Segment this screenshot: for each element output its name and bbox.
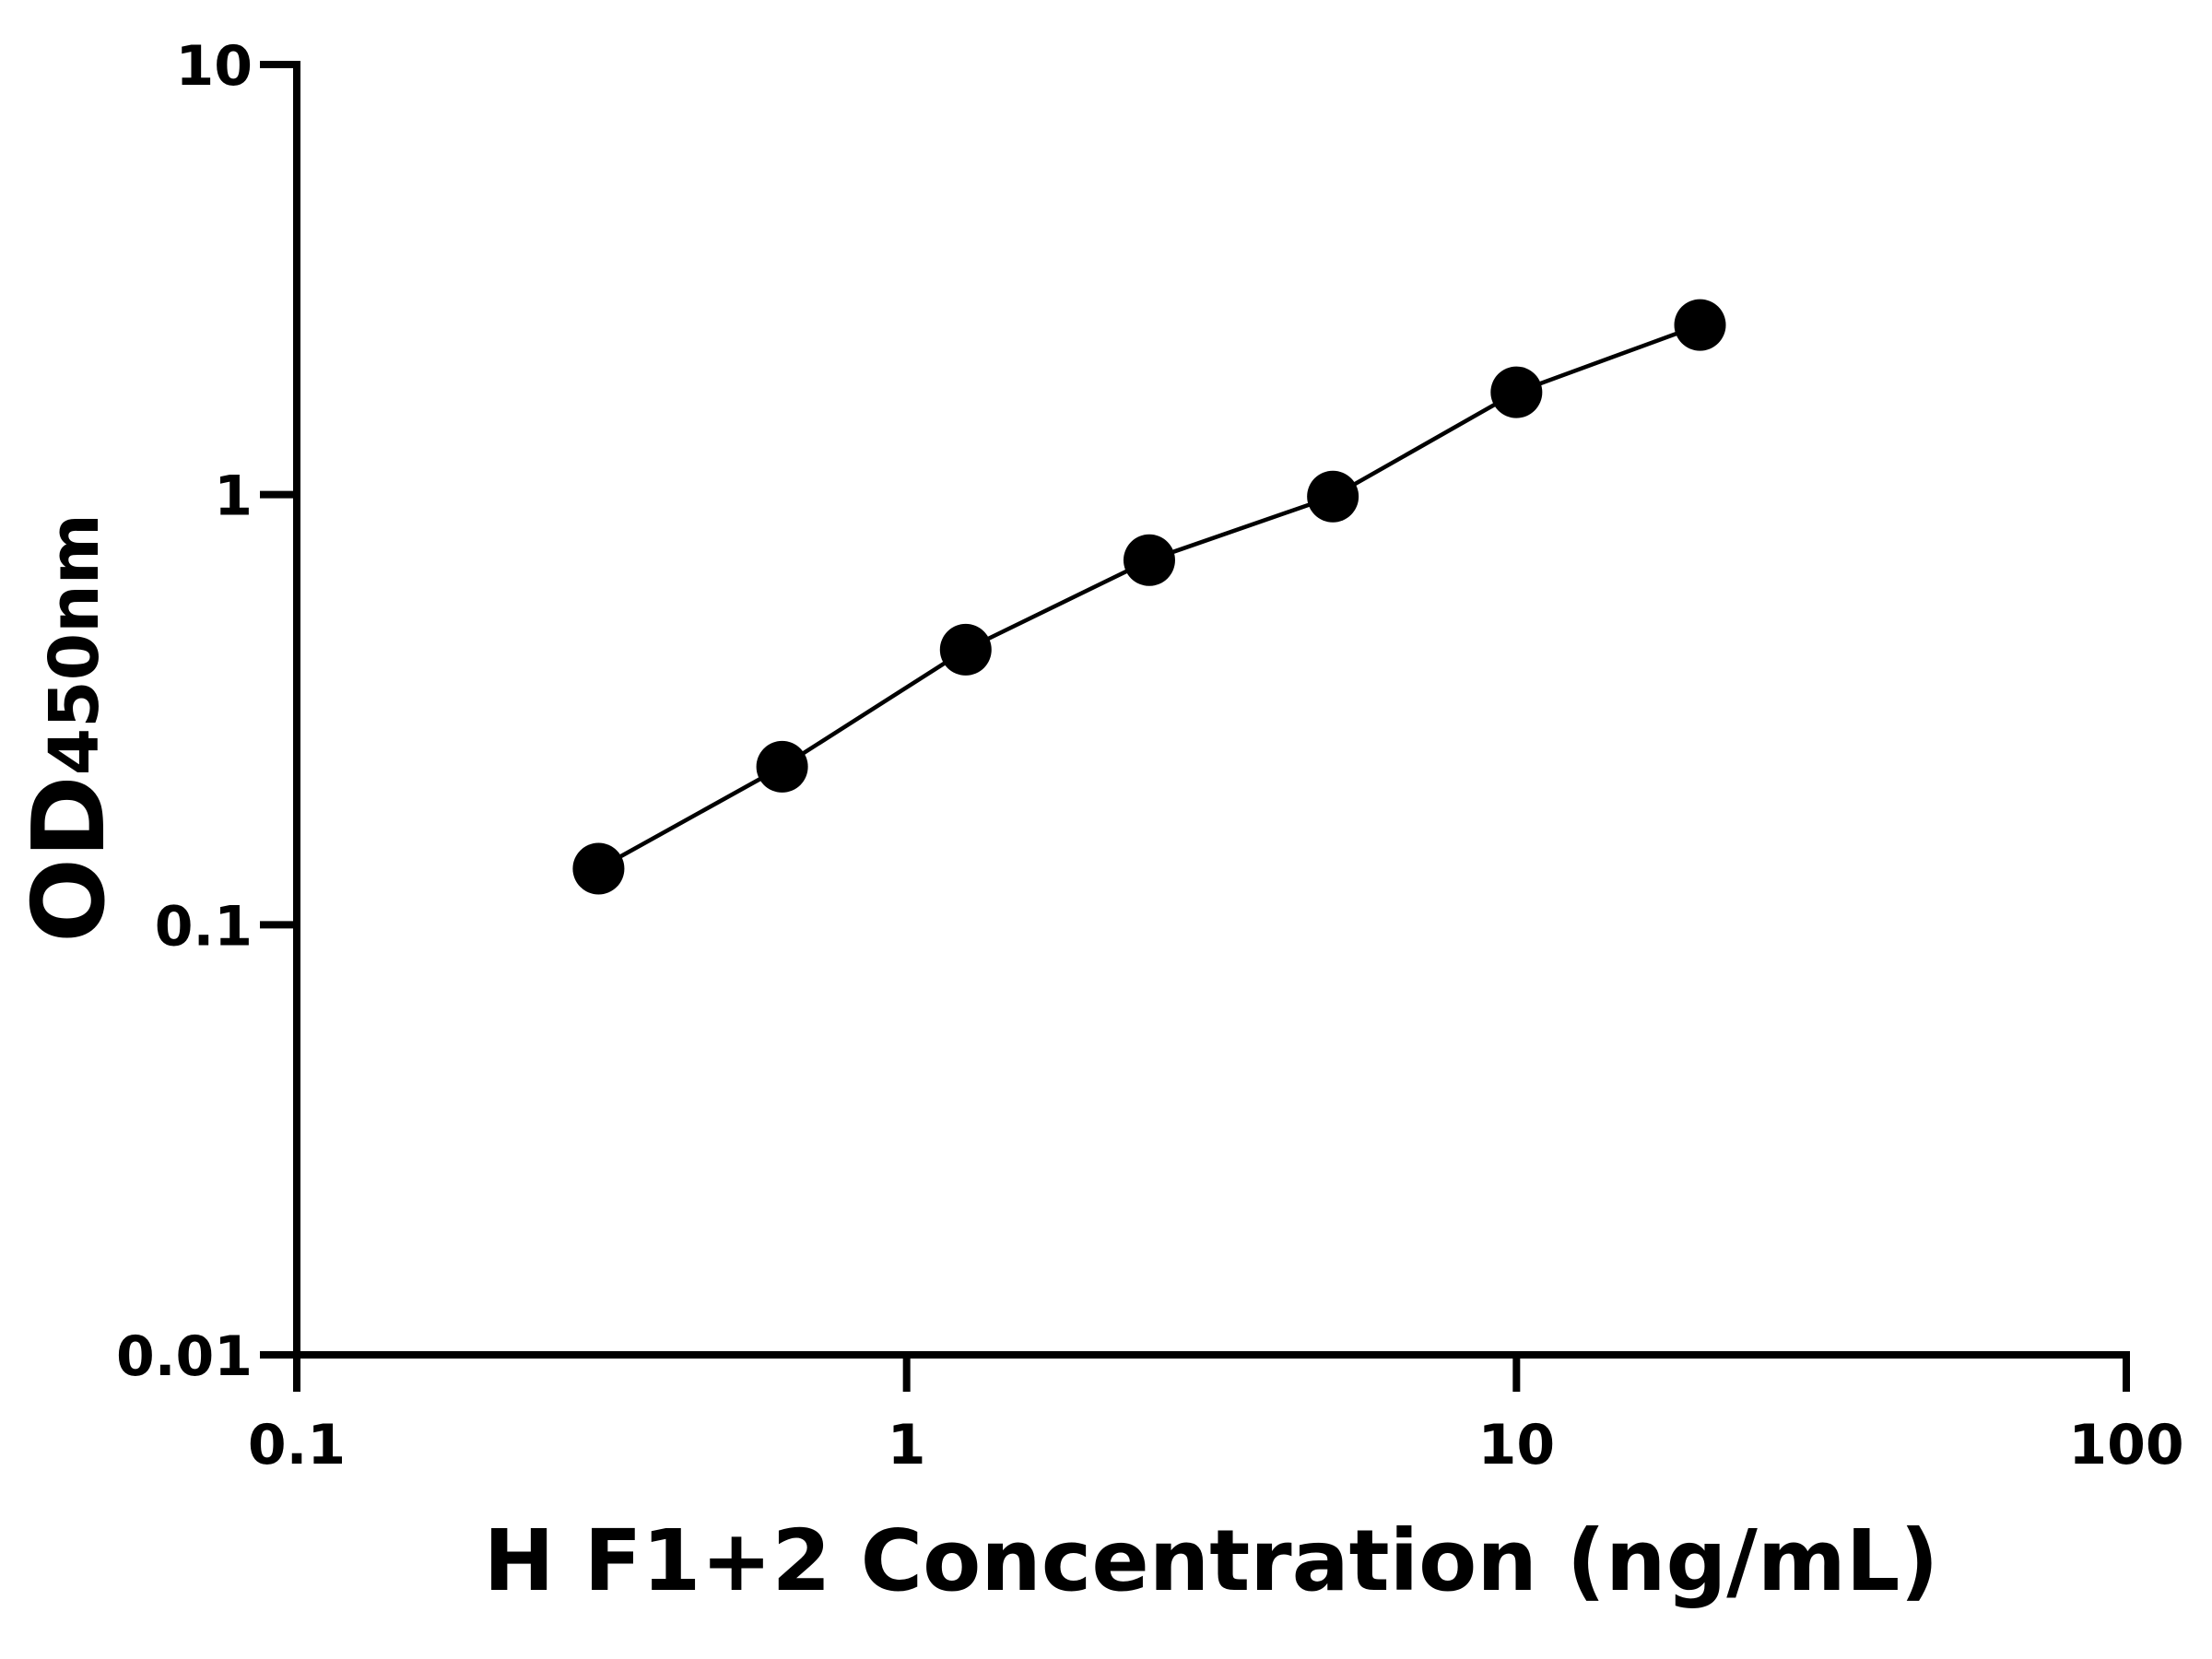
data-point <box>1674 299 1726 351</box>
x-tick-label: 0.1 <box>248 1413 346 1477</box>
data-point <box>1123 534 1175 586</box>
data-point <box>572 842 625 895</box>
y-tick-label: 10 <box>176 34 253 99</box>
data-point <box>939 623 992 676</box>
y-axis-label: OD450nm <box>12 513 127 943</box>
x-tick-label: 10 <box>1478 1413 1556 1477</box>
y-axis-label-main: OD <box>12 775 127 942</box>
data-point <box>1490 366 1543 418</box>
y-tick-label: 0.1 <box>155 894 253 959</box>
x-axis-label: H F1+2 Concentration (ng/mL) <box>484 1512 1939 1610</box>
data-point <box>756 740 808 793</box>
data-point <box>1307 470 1359 523</box>
y-tick-label: 1 <box>214 465 253 529</box>
x-tick-label: 100 <box>2068 1413 2183 1477</box>
y-axis-label-subscript: 450nm <box>35 513 114 775</box>
y-tick-label: 0.01 <box>116 1324 253 1389</box>
x-tick-label: 1 <box>888 1413 926 1477</box>
